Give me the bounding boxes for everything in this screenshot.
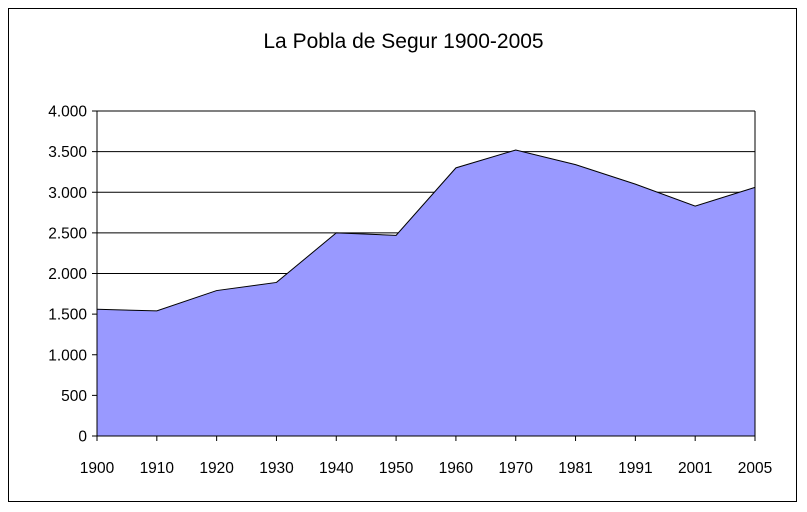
axes — [92, 110, 756, 441]
x-tick-label: 1920 — [199, 460, 234, 477]
x-tick-label: 1981 — [558, 460, 592, 477]
y-tick-label: 1.500 — [48, 307, 87, 324]
area-series — [96, 149, 756, 436]
y-tick-label: 3.500 — [48, 144, 87, 161]
y-axis-tick-labels: 0 500 1.000 1.500 2.000 2.500 3.000 3.500 4.000 — [48, 104, 87, 446]
area-outline — [96, 149, 756, 312]
y-tick-label: 2.000 — [48, 266, 87, 283]
y-tick-label: 3.000 — [48, 185, 87, 202]
x-tick-label: 2001 — [678, 460, 712, 477]
x-tick-label: 1930 — [259, 460, 294, 477]
y-tick-label: 2.500 — [48, 225, 87, 242]
x-tick-label: 1950 — [379, 460, 414, 477]
x-axis-tick-labels: 1900 1910 1920 1930 1940 1950 1960 1970 1981 1991… — [80, 460, 772, 477]
y-tick-label: 0 — [78, 429, 87, 446]
x-tick-label: 1900 — [80, 460, 115, 477]
x-tick-label: 1960 — [439, 460, 474, 477]
x-tick-label: 1910 — [140, 460, 175, 477]
x-tick-label: 1970 — [498, 460, 533, 477]
y-tick-label: 500 — [61, 388, 87, 405]
x-tick-label: 2005 — [738, 460, 772, 477]
x-tick-label: 1940 — [319, 460, 354, 477]
y-tick-label: 1.000 — [48, 347, 87, 364]
x-tick-label: 1991 — [618, 460, 652, 477]
chart-title: La Pobla de Segur 1900-2005 — [263, 30, 544, 53]
area-fill — [97, 150, 755, 436]
y-tick-label: 4.000 — [48, 104, 87, 121]
